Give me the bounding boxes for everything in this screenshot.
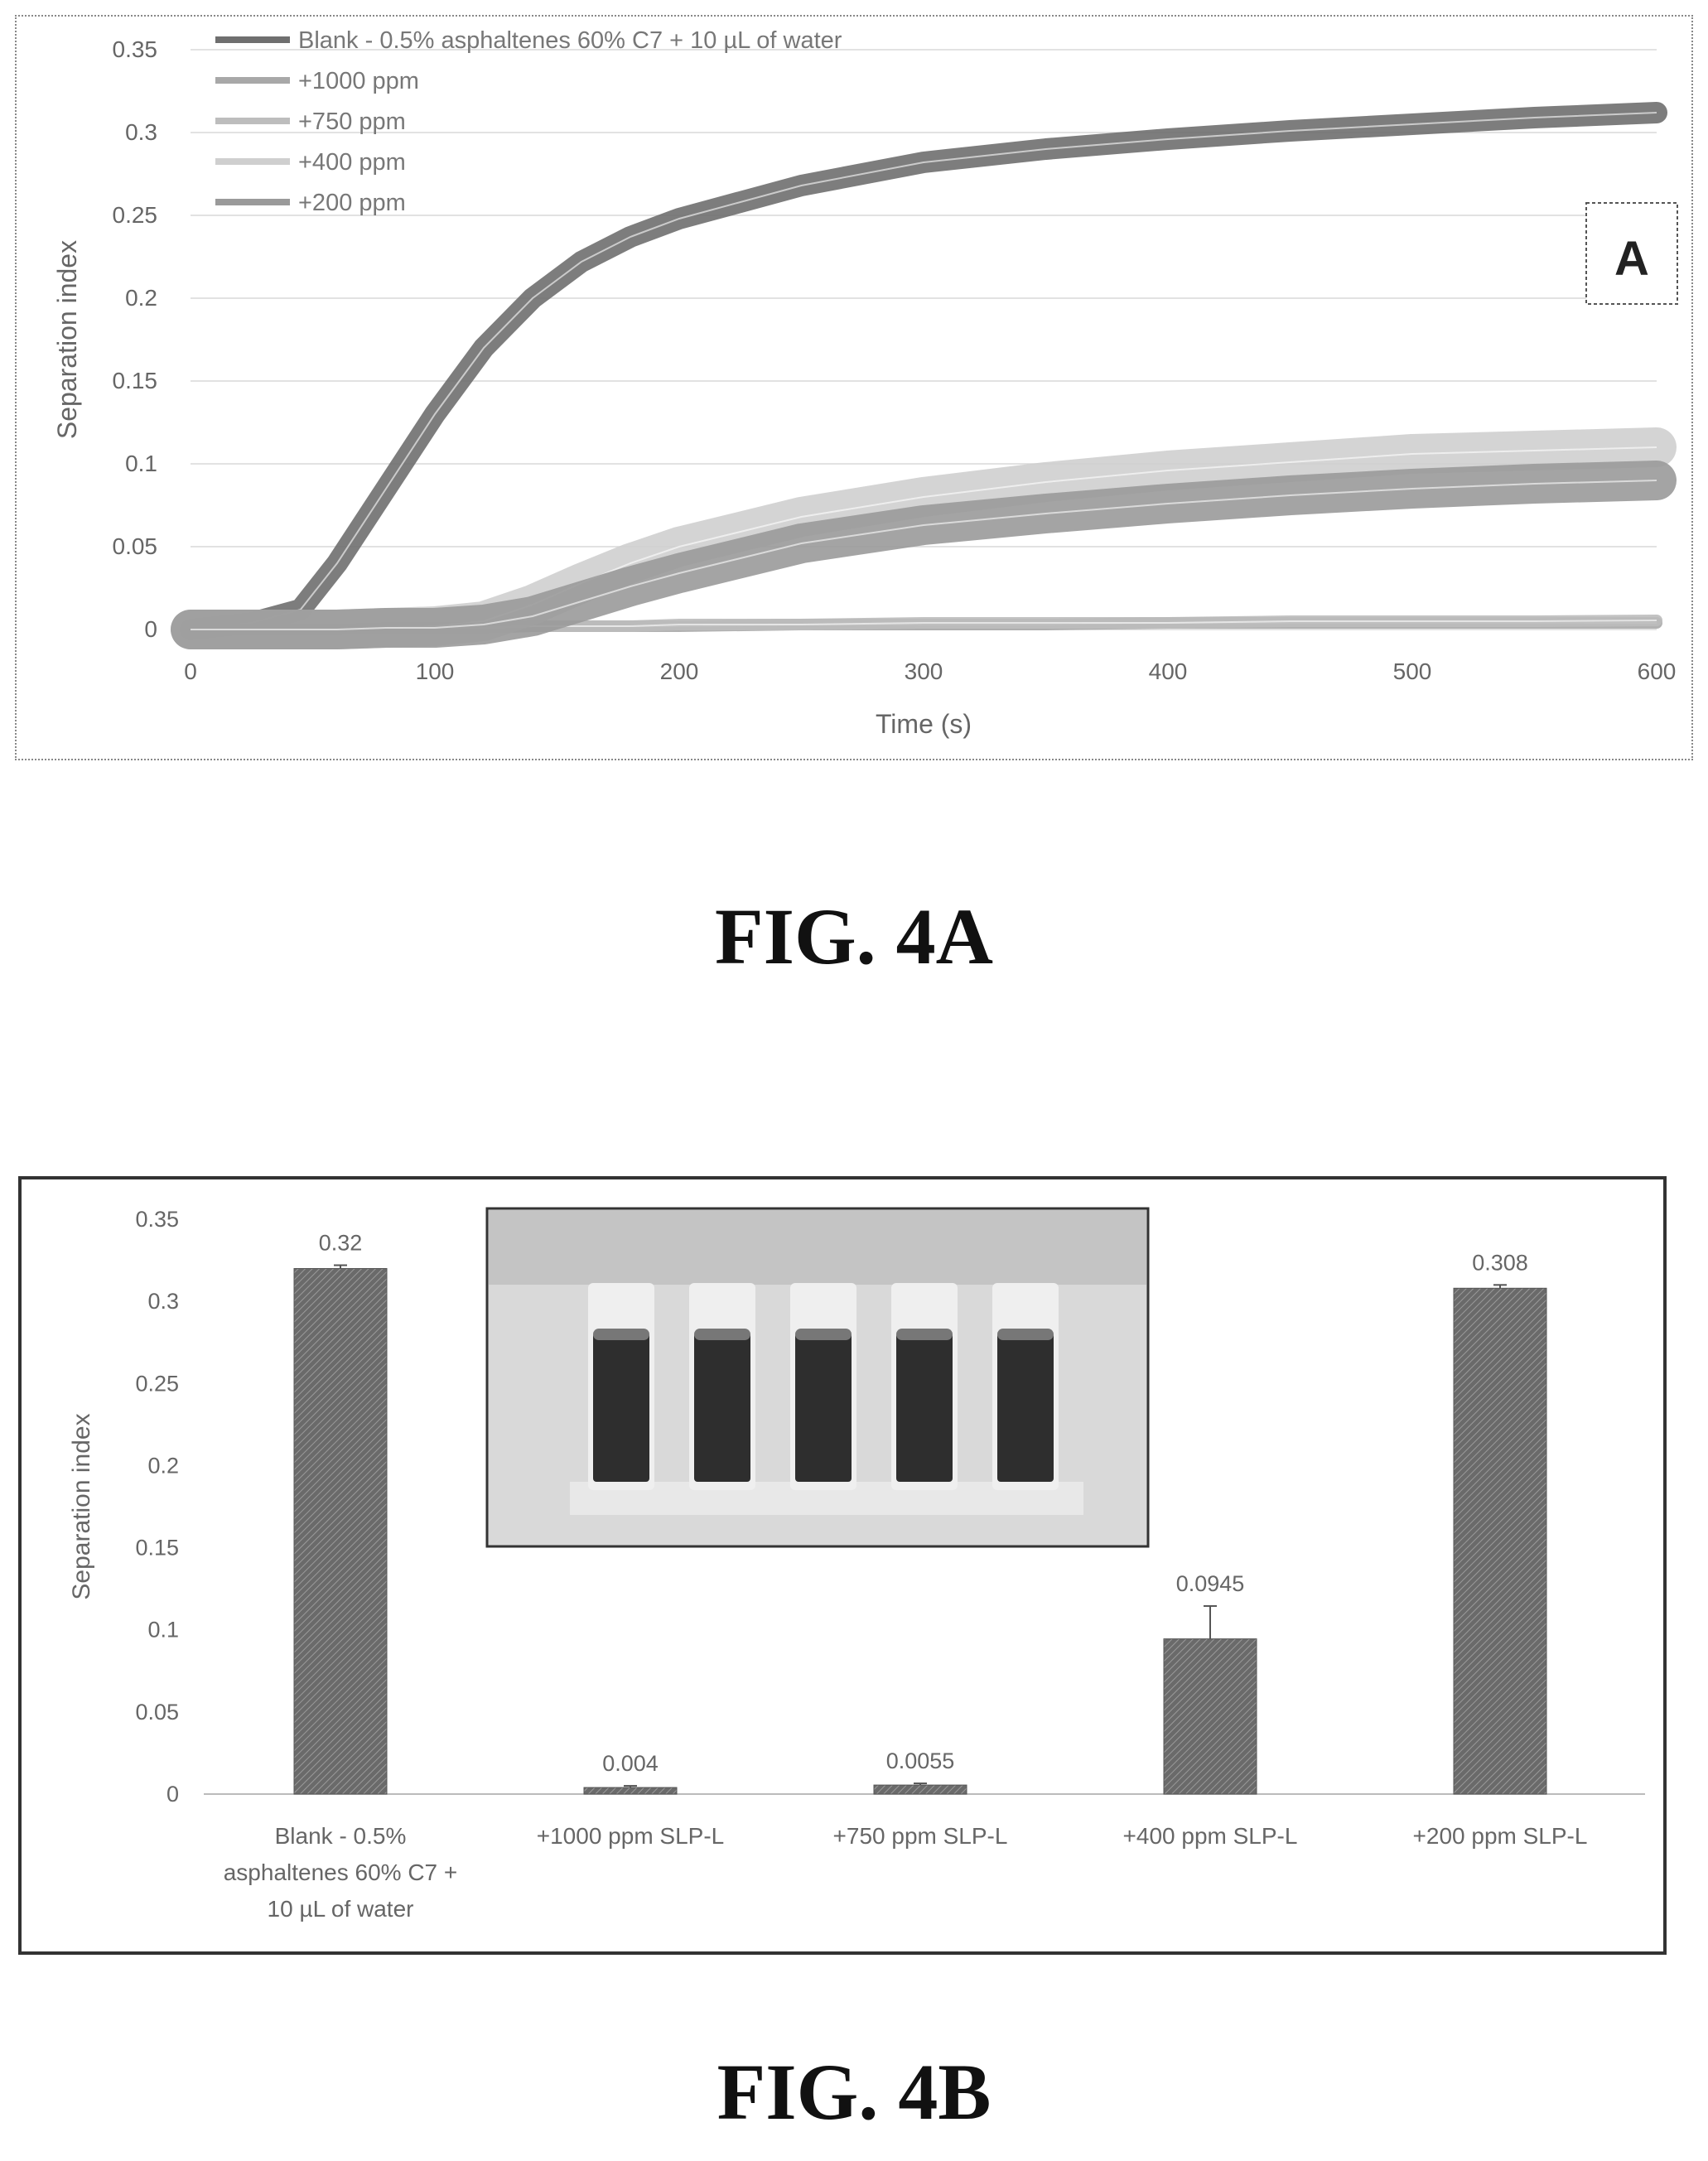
y-tick-label: 0.35	[113, 36, 158, 62]
y-tick-label: 0.05	[113, 533, 158, 559]
category-label: +750 ppm SLP-L	[833, 1823, 1008, 1849]
x-tick-label: 100	[416, 658, 455, 684]
figure-4b-panel: 0 0.05 0.1 0.15 0.2 0.25 0.3 0.35 Separation ind…	[18, 1176, 1667, 1955]
vial-meniscus	[795, 1329, 852, 1340]
inset-photo-background	[489, 1210, 1146, 1285]
figure-4a-panel: 0 0.05 0.1 0.15 0.2 0.25 0.3 0.35 0 100 200 300 400 5…	[15, 15, 1693, 760]
y-tick-label: 0.15	[113, 368, 158, 393]
panel-label-box	[1585, 202, 1678, 305]
y-tick-label: 0.3	[147, 1289, 179, 1314]
x-tick-label: 300	[905, 658, 943, 684]
y-tick-label: 0.35	[135, 1207, 179, 1232]
bar	[1163, 1638, 1257, 1795]
vial-liquid	[997, 1333, 1054, 1482]
y-tick-label: 0.1	[147, 1618, 179, 1642]
x-tick-label: 0	[184, 658, 197, 684]
x-tick-label: 600	[1638, 658, 1677, 684]
y-tick-label: 0.1	[125, 451, 157, 476]
y-tick-label: 0.25	[113, 202, 158, 228]
legend-label: Blank - 0.5% asphaltenes 60% C7 + 10 µL …	[298, 27, 842, 54]
data-label: 0.0945	[1176, 1571, 1245, 1596]
category-label: +200 ppm SLP-L	[1413, 1823, 1588, 1849]
bar	[583, 1787, 678, 1795]
vial-meniscus	[997, 1329, 1054, 1340]
y-tick-label: 0.2	[125, 285, 157, 311]
x-tick-label: 500	[1393, 658, 1432, 684]
y-tick-label: 0.3	[125, 119, 157, 145]
y-tick-label: 0.25	[135, 1371, 179, 1396]
data-label: 0.32	[319, 1231, 363, 1256]
category-label: +400 ppm SLP-L	[1123, 1823, 1298, 1849]
series-line	[180, 102, 1667, 640]
series-line-highlight	[190, 112, 1657, 630]
line-chart-a: 0 0.05 0.1 0.15 0.2 0.25 0.3 0.35 0 100 200 300 400 5…	[52, 27, 1678, 739]
y-tick-label: 0.2	[147, 1453, 179, 1478]
x-tick-label: 200	[660, 658, 699, 684]
vial-liquid	[795, 1333, 852, 1482]
vial-liquid	[694, 1333, 750, 1482]
y-tick-label: 0.05	[135, 1700, 179, 1724]
figure-caption-b: FIG. 4B	[716, 2048, 992, 2136]
category-label: asphaltenes 60% C7 +	[224, 1860, 458, 1885]
y-tick-label: 0	[166, 1782, 179, 1806]
figure-caption-a: FIG. 4A	[715, 892, 993, 981]
vial-meniscus	[694, 1329, 750, 1340]
category-label: Blank - 0.5%	[275, 1823, 407, 1849]
x-tick-label: 400	[1149, 658, 1188, 684]
x-axis-label: Time (s)	[876, 709, 972, 739]
bar	[873, 1784, 967, 1795]
vial-meniscus	[593, 1329, 649, 1340]
bar-chart-b: 0 0.05 0.1 0.15 0.2 0.25 0.3 0.35 Separation ind…	[68, 1207, 1645, 1922]
bar	[293, 1267, 388, 1795]
data-label: 0.0055	[886, 1749, 955, 1773]
y-tick-label: 0	[144, 616, 157, 642]
data-label: 0.004	[602, 1751, 659, 1776]
y-axis-label: Separation index	[52, 240, 82, 439]
series-line-highlight	[191, 480, 1657, 630]
category-label: 10 µL of water	[268, 1896, 414, 1922]
y-axis-label: Separation index	[68, 1413, 95, 1599]
legend-label: +200 ppm	[298, 190, 406, 216]
y-tick-label: 0.15	[135, 1536, 179, 1560]
vial-liquid	[896, 1333, 953, 1482]
legend-label: +400 ppm	[298, 149, 406, 176]
panel-label: A	[1614, 232, 1649, 286]
vial-liquid	[593, 1333, 649, 1482]
legend-label: +750 ppm	[298, 109, 406, 135]
category-label: +1000 ppm SLP-L	[537, 1823, 725, 1849]
legend-label: +1000 ppm	[298, 68, 419, 94]
vial-meniscus	[896, 1329, 953, 1340]
data-label: 0.308	[1472, 1250, 1528, 1275]
bar	[1453, 1287, 1547, 1795]
